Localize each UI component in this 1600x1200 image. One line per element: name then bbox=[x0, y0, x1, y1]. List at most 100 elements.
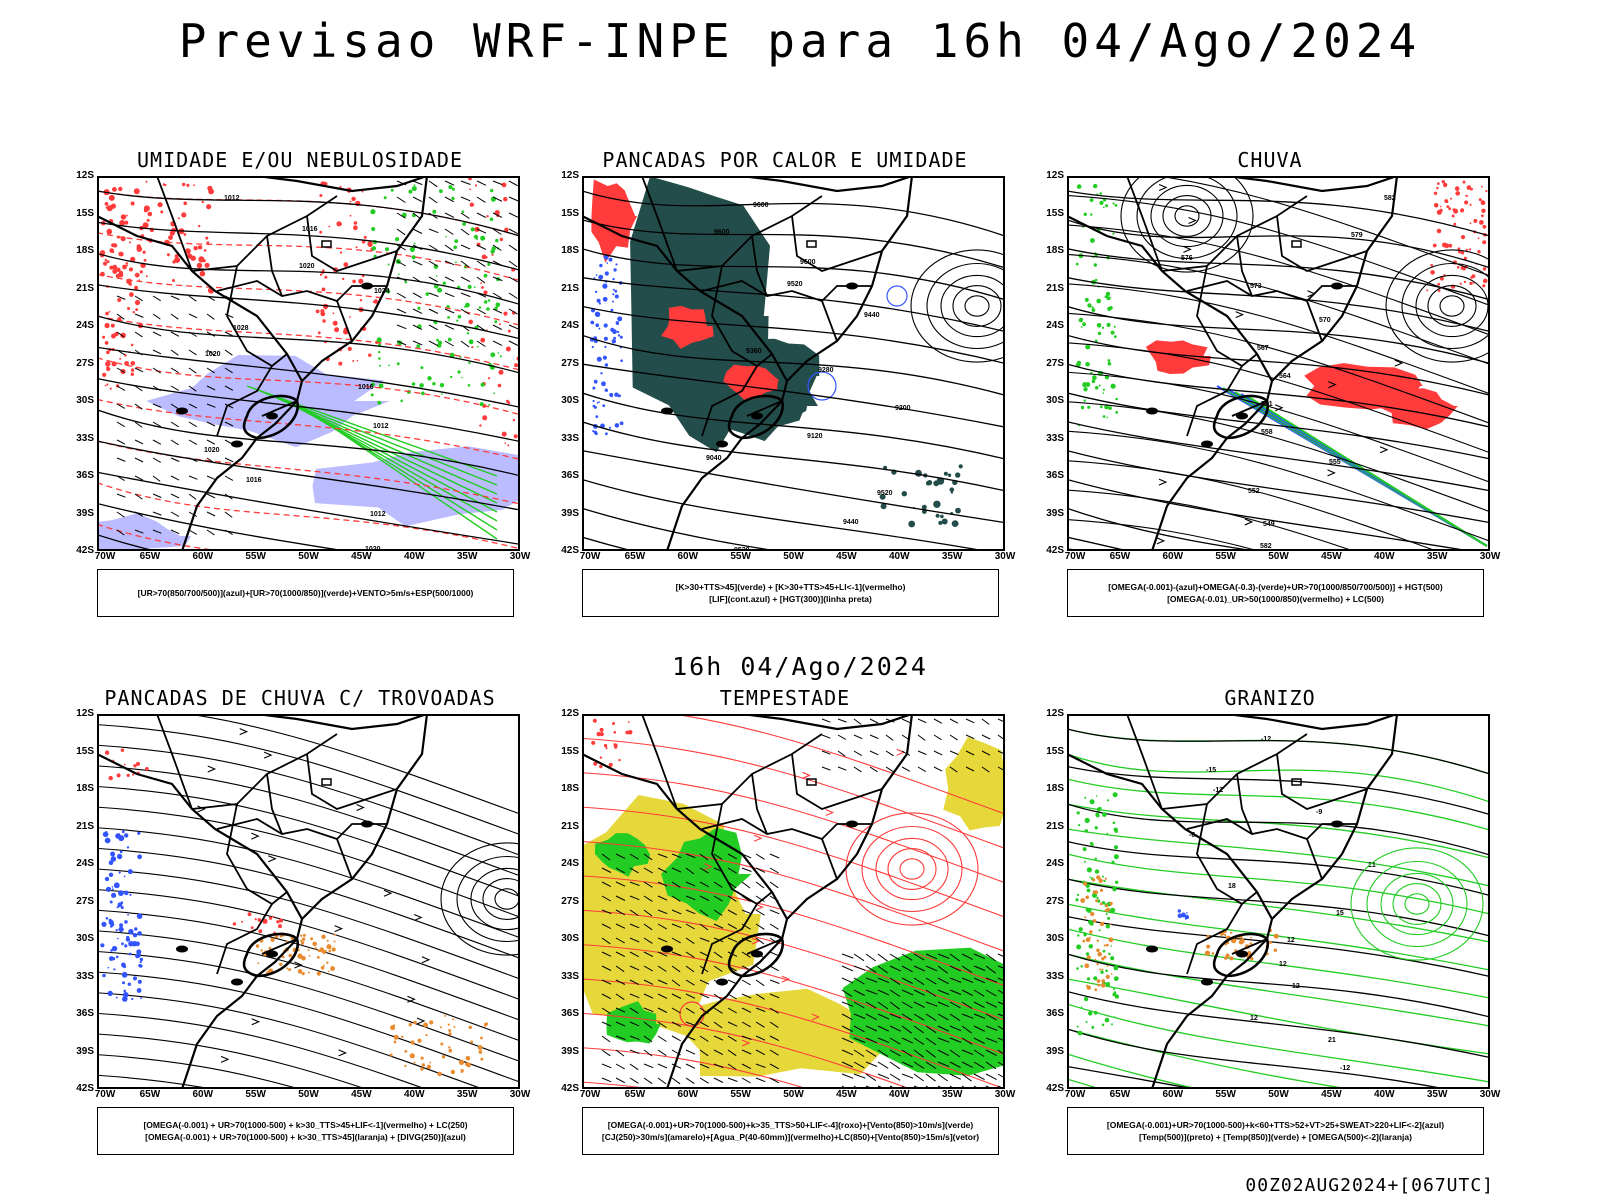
lat-tick-label: 18S bbox=[561, 245, 579, 256]
divergence-blue-cell bbox=[116, 906, 119, 909]
wind-vector bbox=[961, 1025, 972, 1034]
omega-orange-cell bbox=[1095, 890, 1099, 894]
lon-tick-label: 35W bbox=[941, 551, 963, 562]
wind-vector bbox=[629, 895, 640, 901]
omega-orange-cell bbox=[1249, 942, 1253, 945]
storm-red-cell bbox=[268, 916, 273, 920]
temp850-green-contour bbox=[1076, 967, 1079, 970]
contour-label: 579 bbox=[1351, 232, 1363, 239]
wind-vector bbox=[116, 421, 125, 428]
storm-orange-cell bbox=[408, 1023, 412, 1027]
humidity-red-cell bbox=[356, 359, 359, 362]
height-contour bbox=[940, 274, 1005, 338]
wind-vector bbox=[853, 953, 865, 962]
wind-vector bbox=[206, 529, 215, 536]
temp850-green-contour bbox=[1111, 1023, 1113, 1026]
contour-line bbox=[1067, 1053, 1201, 1089]
rain-green-cell bbox=[1085, 344, 1091, 350]
rain-red-cell bbox=[1454, 186, 1460, 191]
humidity-red-cell bbox=[498, 323, 501, 326]
humidity-red-cell bbox=[487, 377, 491, 380]
lif-blue-contour bbox=[620, 359, 623, 362]
wind-vector bbox=[206, 313, 215, 320]
lon-tick-label: 60W bbox=[1162, 551, 1184, 562]
wind-vector bbox=[476, 180, 487, 186]
anticyclone-streamline bbox=[1120, 176, 1254, 273]
country-border bbox=[226, 803, 288, 906]
lif-blue-contour bbox=[592, 399, 595, 403]
country-border bbox=[711, 265, 773, 368]
humidity-green-cell bbox=[413, 184, 416, 186]
cyclone-streamline bbox=[482, 878, 520, 920]
humidity-green-cell bbox=[490, 352, 496, 358]
streamline-arrow bbox=[896, 748, 906, 756]
wind-vector bbox=[629, 1049, 640, 1054]
wind-vector bbox=[671, 923, 682, 929]
divergence-blue-cell bbox=[107, 966, 110, 969]
wind-vector bbox=[444, 276, 455, 282]
wind-vector bbox=[699, 909, 709, 917]
map-frame bbox=[1067, 714, 1490, 1089]
wind-vector bbox=[961, 977, 974, 983]
wind-vector bbox=[699, 895, 710, 901]
humidity-red-cell bbox=[332, 312, 335, 315]
humidity-red-cell bbox=[109, 387, 112, 390]
red-cell bbox=[625, 730, 630, 735]
wind-vector bbox=[925, 1025, 937, 1034]
wind-vector bbox=[224, 529, 233, 536]
storm-orange-cell bbox=[421, 1063, 426, 1067]
humidity-red-cell bbox=[355, 246, 358, 249]
lif-blue-contour bbox=[593, 405, 597, 409]
wind-vector bbox=[755, 1063, 766, 1068]
humidity-green-cell bbox=[451, 196, 455, 201]
wind-vector bbox=[671, 1021, 682, 1028]
lon-tick-label: 65W bbox=[139, 1089, 161, 1100]
map-plot-pancadas-trovoadas bbox=[97, 714, 520, 1089]
rain-green-cell bbox=[1105, 204, 1109, 208]
omega-orange-cell bbox=[1250, 957, 1254, 961]
humidity-red-cell bbox=[501, 182, 507, 188]
humidity-red-cell bbox=[104, 341, 109, 345]
wind-vector bbox=[188, 439, 198, 445]
red-cell bbox=[592, 718, 597, 723]
wind-vector bbox=[412, 244, 423, 251]
wind-vector bbox=[643, 1035, 653, 1043]
storm-red-cell bbox=[123, 763, 126, 766]
wind-vector bbox=[865, 1037, 878, 1044]
lif-blue-contour bbox=[609, 392, 613, 397]
wind-vector bbox=[615, 909, 626, 916]
country-border bbox=[156, 714, 193, 810]
storm-red-cell bbox=[133, 764, 137, 768]
rain-red-cell bbox=[1439, 205, 1442, 208]
wind-vector bbox=[769, 1049, 779, 1056]
convective-green-area bbox=[936, 477, 945, 485]
wind-vector bbox=[713, 895, 723, 902]
lif-blue-contour bbox=[613, 336, 616, 340]
wind-vector bbox=[615, 923, 626, 929]
storm-orange-cell bbox=[300, 941, 305, 945]
lon-tick-label: 40W bbox=[1373, 551, 1395, 562]
wind-vector bbox=[170, 313, 179, 320]
wind-vector bbox=[657, 937, 668, 943]
country-border bbox=[266, 773, 283, 835]
humidity-red-cell bbox=[119, 220, 125, 226]
wind-vector bbox=[188, 403, 198, 409]
height-contour bbox=[952, 285, 1002, 327]
wind-vector bbox=[629, 867, 639, 874]
omega-orange-cell bbox=[1096, 963, 1099, 966]
lif-blue-contour bbox=[614, 294, 619, 299]
temp850-green-contour bbox=[1076, 893, 1080, 896]
storm-red-cell bbox=[254, 918, 257, 921]
humidity-green-cell bbox=[390, 188, 394, 192]
wind-vector bbox=[629, 951, 640, 958]
rain-red-cell bbox=[1479, 220, 1484, 225]
map-panel-tempestade: TEMPESTADE 12S 15S 18S 21S 24S 27S 30S 33S 36S 39S… bbox=[545, 686, 1025, 1166]
streamline-arrow bbox=[802, 771, 811, 779]
rain-green-cell bbox=[1114, 204, 1118, 207]
humidity-red-cell bbox=[118, 251, 124, 257]
storm-orange-cell bbox=[390, 1025, 396, 1031]
wind850-green-area bbox=[842, 947, 1005, 1076]
country-border bbox=[791, 753, 883, 810]
rain-green-cell bbox=[1096, 298, 1101, 304]
temp850-green-contour bbox=[1113, 991, 1117, 994]
